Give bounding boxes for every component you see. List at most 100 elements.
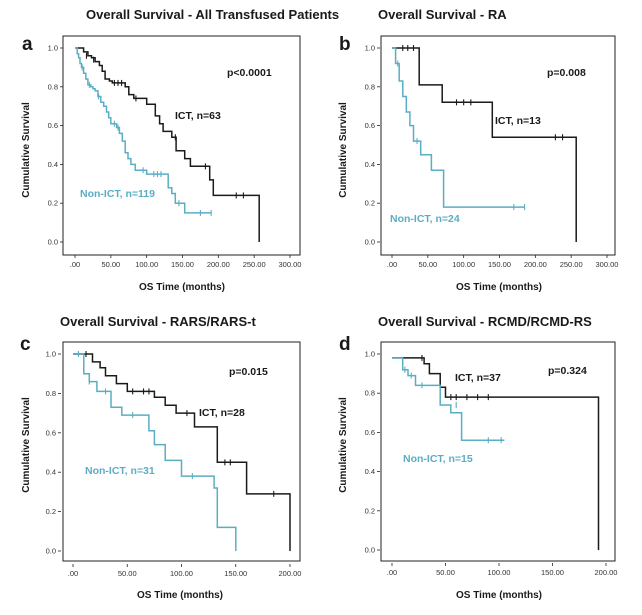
y-tick-label: 1.0 [48, 44, 58, 53]
y-tick-label: 0.6 [365, 121, 375, 130]
x-tick-label: 100.00 [488, 568, 511, 577]
km-chart-d: Overall Survival - RCMD/RCMD-RS d Cumula… [338, 314, 618, 601]
x-tick-label: 200.00 [279, 569, 302, 578]
y-tick-label: 0.4 [46, 468, 56, 477]
ict-label: ICT, n=13 [495, 115, 541, 127]
y-tick-label: 0.4 [365, 467, 375, 476]
non-ict-label: Non-ICT, n=119 [80, 188, 155, 200]
plot-frame [380, 341, 616, 562]
km-chart-a: Overall Survival - All Transfused Patien… [21, 7, 339, 293]
non-ict-label: Non-ICT, n=31 [85, 465, 155, 477]
p-value-label: p<0.0001 [227, 67, 272, 79]
y-tick-label: 0.2 [48, 199, 58, 208]
y-tick-label: 0.6 [365, 428, 375, 437]
axis-ticks: .00 50.00 100.00 150.00 200.00 250.00 300.00 0.… [48, 44, 302, 270]
y-tick-label: 0.2 [365, 506, 375, 515]
y-tick-label: 0.8 [365, 389, 375, 398]
y-tick-label: 0.2 [46, 507, 56, 516]
x-tick-label: 150.00 [541, 568, 564, 577]
x-tick-label: 250.00 [560, 260, 583, 269]
y-tick-label: 1.0 [365, 44, 375, 53]
x-tick-label: 150.00 [488, 260, 511, 269]
y-tick-label: 0.8 [365, 82, 375, 91]
chart-title: Overall Survival - All Transfused Patien… [86, 7, 339, 22]
survival-curves [392, 354, 600, 550]
x-tick-label: 200.00 [595, 568, 618, 577]
p-value-label: p=0.008 [547, 67, 586, 79]
y-tick-label: 1.0 [365, 350, 375, 359]
chart-title: Overall Survival - RCMD/RCMD-RS [378, 314, 592, 329]
x-tick-label: 200.00 [207, 260, 230, 269]
x-axis-label: OS Time (months) [456, 282, 542, 293]
x-tick-label: .00 [70, 260, 80, 269]
survival-curves [73, 351, 291, 551]
panel-letter: b [339, 34, 351, 55]
non-ict-curve [392, 47, 525, 208]
x-tick-label: 50.00 [436, 568, 455, 577]
ict-curve [73, 353, 291, 551]
y-tick-label: 0.0 [365, 238, 375, 247]
y-tick-label: 0.8 [46, 389, 56, 398]
plot-frame [62, 35, 301, 256]
panel-letter: d [339, 334, 351, 355]
y-tick-label: 0.4 [365, 160, 375, 169]
x-tick-label: 50.00 [118, 569, 137, 578]
ict-label: ICT, n=63 [175, 110, 221, 122]
km-chart-b: Overall Survival - RA b Cumulative Survi… [338, 7, 619, 293]
x-axis-label: OS Time (months) [139, 282, 225, 293]
x-tick-label: 250.00 [243, 260, 266, 269]
y-tick-label: 0.6 [46, 428, 56, 437]
axis-ticks: .00 50.00 100.00 150.00 200.00 250.00 300.00 0.… [365, 44, 619, 270]
x-tick-label: .00 [387, 568, 397, 577]
non-ict-label: Non-ICT, n=24 [390, 213, 460, 225]
x-tick-label: 150.00 [171, 260, 194, 269]
x-axis-label: OS Time (months) [137, 590, 223, 601]
ict-curve [392, 47, 577, 242]
y-tick-label: 0.8 [48, 82, 58, 91]
non-ict-curve [392, 357, 505, 441]
p-value-label: p=0.324 [548, 365, 587, 377]
axis-ticks: .00 50.00 100.00 150.00 200.00 0.0 0.2 0.4 0.6 0.… [365, 350, 618, 578]
y-tick-label: 0.4 [48, 160, 58, 169]
x-tick-label: 100.00 [170, 569, 193, 578]
y-tick-label: 0.0 [365, 546, 375, 555]
y-tick-label: 0.2 [365, 199, 375, 208]
plot-frame [380, 35, 616, 256]
x-tick-label: 50.00 [418, 260, 437, 269]
y-tick-label: 0.6 [48, 121, 58, 130]
ict-label: ICT, n=28 [199, 407, 245, 419]
panel-a: Overall Survival - All Transfused Patien… [0, 0, 339, 307]
x-tick-label: 50.00 [101, 260, 120, 269]
non-ict-label: Non-ICT, n=15 [403, 453, 473, 465]
ict-curve [392, 357, 600, 550]
y-axis-label: Cumulative Survival [338, 397, 349, 493]
ict-label: ICT, n=37 [455, 372, 501, 384]
y-tick-label: 1.0 [46, 350, 56, 359]
chart-title: Overall Survival - RARS/RARS-t [60, 314, 256, 329]
x-tick-label: 300.00 [596, 260, 619, 269]
y-tick-label: 0.0 [46, 547, 56, 556]
panel-letter: a [22, 34, 33, 55]
y-axis-label: Cumulative Survival [338, 102, 349, 198]
panel-b: Overall Survival - RA b Cumulative Survi… [321, 0, 642, 307]
x-tick-label: 150.00 [224, 569, 247, 578]
y-axis-label: Cumulative Survival [21, 102, 32, 198]
ict-curve [75, 47, 260, 242]
x-tick-label: 300.00 [279, 260, 302, 269]
y-axis-label: Cumulative Survival [21, 397, 32, 493]
x-tick-label: 200.00 [524, 260, 547, 269]
x-tick-label: 100.00 [135, 260, 158, 269]
km-chart-c: Overall Survival - RARS/RARS-t c Cumulat… [20, 314, 302, 601]
x-tick-label: 100.00 [452, 260, 475, 269]
survival-curves [392, 45, 577, 242]
panel-d: Overall Survival - RCMD/RCMD-RS d Cumula… [321, 307, 642, 614]
survival-curves [75, 47, 260, 242]
p-value-label: p=0.015 [229, 366, 268, 378]
non-ict-curve [75, 47, 212, 214]
axis-ticks: .00 50.00 100.00 150.00 200.00 0.0 0.2 0.4 0.6 0.… [46, 350, 302, 579]
x-tick-label: .00 [387, 260, 397, 269]
y-tick-label: 0.0 [48, 238, 58, 247]
chart-title: Overall Survival - RA [378, 7, 507, 22]
panel-letter: c [20, 334, 31, 355]
non-ict-curve [73, 353, 237, 551]
